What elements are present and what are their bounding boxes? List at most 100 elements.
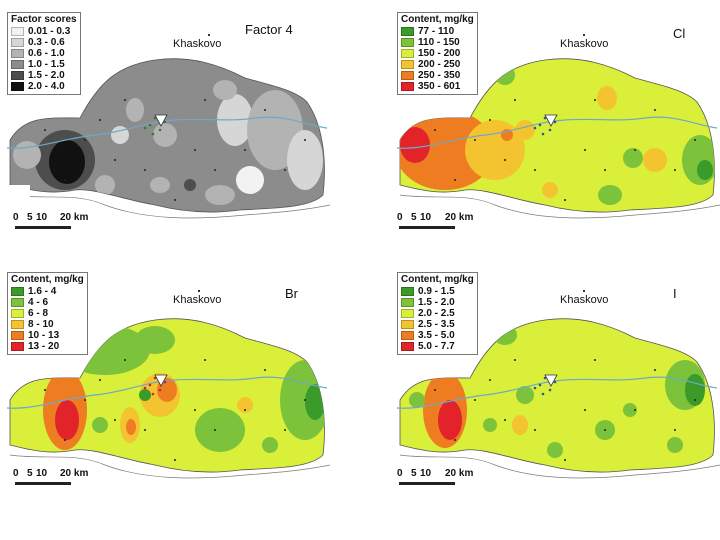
legend-swatch <box>11 49 24 58</box>
legend-swatch <box>401 60 414 69</box>
legend-item: 200 - 250 <box>401 59 474 70</box>
map-title: Br <box>285 286 298 301</box>
legend-item: 0.9 - 1.5 <box>401 286 474 297</box>
legend: Factor scores 0.01 - 0.3 0.3 - 0.6 0.6 -… <box>7 12 81 95</box>
legend-item: 0.6 - 1.0 <box>11 48 77 59</box>
scale-label-0: 0 <box>397 468 403 479</box>
scale-label-0: 0 <box>13 212 19 223</box>
map-panel-br: Content, mg/kg 1.6 - 4 4 - 6 6 - 8 8 - 1… <box>5 270 335 495</box>
legend-item: 2.0 - 4.0 <box>11 81 77 92</box>
legend-swatch <box>11 287 24 296</box>
legend-swatch <box>401 342 414 351</box>
town-dot <box>208 34 210 36</box>
city-marker-icon <box>544 114 558 127</box>
legend-swatch <box>401 49 414 58</box>
legend-swatch <box>401 320 414 329</box>
legend-item: 110 - 150 <box>401 37 474 48</box>
legend-swatch <box>11 60 24 69</box>
map-title: Cl <box>673 26 686 41</box>
scale-label-10: 10 <box>36 468 48 479</box>
map-i <box>396 318 720 479</box>
legend: Content, mg/kg 77 - 110 110 - 150 150 - … <box>397 12 478 95</box>
map-panel-i: Content, mg/kg 0.9 - 1.5 1.5 - 2.0 2.0 -… <box>395 270 720 495</box>
town-dot <box>583 34 585 36</box>
scale-label-10: 10 <box>420 468 432 479</box>
map-panel-factor4: Factor scores 0.01 - 0.3 0.3 - 0.6 0.6 -… <box>5 10 335 235</box>
scale-label-20km: 20 km <box>60 212 89 223</box>
city-marker-icon <box>544 374 558 387</box>
scale-label-10: 10 <box>420 212 432 223</box>
legend-item: 77 - 110 <box>401 26 474 37</box>
legend-swatch <box>401 27 414 36</box>
scale-label-20km: 20 km <box>445 212 474 223</box>
city-marker-icon <box>154 374 168 387</box>
map-cl <box>396 58 720 219</box>
legend-item: 4 - 6 <box>11 297 84 308</box>
legend-item: 0.3 - 0.6 <box>11 37 77 48</box>
legend-title: Content, mg/kg <box>401 14 474 25</box>
river <box>6 116 328 149</box>
legend-item: 2.0 - 2.5 <box>401 308 474 319</box>
map-title: Factor 4 <box>245 22 293 37</box>
scale-bar <box>15 482 71 485</box>
legend-swatch <box>401 38 414 47</box>
legend-item: 2.5 - 3.5 <box>401 319 474 330</box>
scale-label-20km: 20 km <box>445 468 474 479</box>
scale-label-5: 5 <box>27 468 33 479</box>
legend-swatch <box>401 331 414 340</box>
map-title: I <box>673 286 677 301</box>
scale-label-5: 5 <box>411 212 417 223</box>
legend-item: 1.6 - 4 <box>11 286 84 297</box>
legend-item: 10 - 13 <box>11 330 84 341</box>
legend-item: 350 - 601 <box>401 81 474 92</box>
legend: Content, mg/kg 1.6 - 4 4 - 6 6 - 8 8 - 1… <box>7 272 88 355</box>
border-line <box>9 194 331 219</box>
legend-item: 1.0 - 1.5 <box>11 59 77 70</box>
scale-bar <box>399 482 455 485</box>
town-label: Khaskovo <box>173 294 222 306</box>
map-panel-cl: Content, mg/kg 77 - 110 110 - 150 150 - … <box>395 10 720 235</box>
legend-swatch <box>11 71 24 80</box>
sample-points-cluster <box>143 116 167 136</box>
highest-score-zone <box>49 140 85 184</box>
legend-item: 250 - 350 <box>401 70 474 81</box>
legend-item: 1.5 - 2.0 <box>11 70 77 81</box>
legend-swatch <box>11 342 24 351</box>
map-factor4 <box>5 58 331 219</box>
legend-swatch <box>401 71 414 80</box>
town-label: Khaskovo <box>560 294 609 306</box>
legend-item: 8 - 10 <box>11 319 84 330</box>
scale-bar <box>399 226 455 229</box>
legend-swatch <box>11 82 24 91</box>
legend-swatch <box>401 309 414 318</box>
legend-title: Content, mg/kg <box>11 274 84 285</box>
legend-swatch <box>401 287 414 296</box>
scale-label-5: 5 <box>411 468 417 479</box>
legend-swatch <box>11 309 24 318</box>
legend-swatch <box>401 82 414 91</box>
legend-item: 0.01 - 0.3 <box>11 26 77 37</box>
legend: Content, mg/kg 0.9 - 1.5 1.5 - 2.0 2.0 -… <box>397 272 478 355</box>
legend-item: 3.5 - 5.0 <box>401 330 474 341</box>
scale-label-0: 0 <box>397 212 403 223</box>
legend-item: 150 - 200 <box>401 48 474 59</box>
scale-label-5: 5 <box>27 212 33 223</box>
legend-title: Factor scores <box>11 14 77 25</box>
legend-swatch <box>11 298 24 307</box>
legend-swatch <box>11 27 24 36</box>
town-label: Khaskovo <box>560 38 609 50</box>
legend-swatch <box>11 331 24 340</box>
legend-swatch <box>401 298 414 307</box>
city-marker-icon <box>154 114 168 127</box>
scale-label-20km: 20 km <box>60 468 89 479</box>
town-label: Khaskovo <box>173 38 222 50</box>
legend-item: 6 - 8 <box>11 308 84 319</box>
legend-title: Content, mg/kg <box>401 274 474 285</box>
scale-label-0: 0 <box>13 468 19 479</box>
town-dot <box>583 290 585 292</box>
legend-item: 13 - 20 <box>11 341 84 352</box>
legend-swatch <box>11 320 24 329</box>
town-dot <box>198 290 200 292</box>
legend-item: 5.0 - 7.7 <box>401 341 474 352</box>
legend-item: 1.5 - 2.0 <box>401 297 474 308</box>
